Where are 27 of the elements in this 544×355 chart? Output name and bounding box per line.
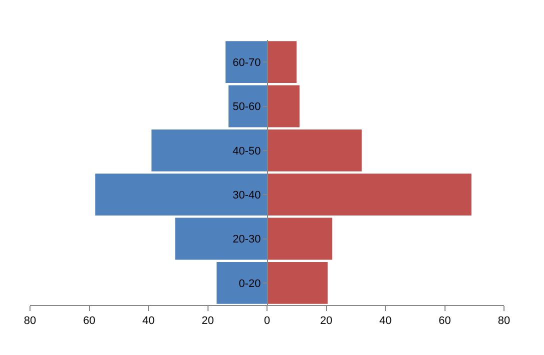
x-tick-label: 80 <box>498 315 510 328</box>
y-tick-label: 50-60 <box>232 101 261 114</box>
y-tick-label: 0-20 <box>238 278 261 290</box>
bar <box>151 129 267 172</box>
x-tick-label: 60 <box>438 315 451 328</box>
x-tick-label: 20 <box>202 315 214 328</box>
bar <box>267 41 297 84</box>
bar <box>175 218 267 260</box>
bar <box>216 262 267 304</box>
bar <box>226 41 267 84</box>
x-tick-label: 40 <box>142 315 155 328</box>
y-tick-label: 30-40 <box>232 189 261 202</box>
bar <box>267 85 300 128</box>
bar <box>95 174 267 216</box>
x-tick-label: 60 <box>83 315 96 328</box>
bar <box>267 174 472 216</box>
bar <box>228 85 267 128</box>
x-tick-label: 80 <box>24 315 36 328</box>
y-tick-label: 20-30 <box>232 234 261 246</box>
bar <box>267 129 362 172</box>
bar <box>267 262 328 304</box>
x-tick-label: 40 <box>379 315 392 328</box>
bar <box>267 218 332 260</box>
x-tick-label: 20 <box>320 315 332 328</box>
x-tick-label: 0 <box>264 315 270 328</box>
y-tick-label: 60-70 <box>232 56 261 69</box>
y-tick-label: 40-50 <box>232 145 261 158</box>
